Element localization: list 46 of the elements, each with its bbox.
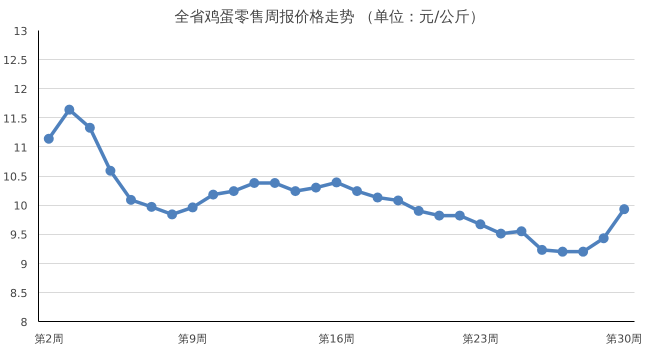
point bbox=[126, 194, 136, 205]
x-tick-label: 第30周 bbox=[606, 332, 642, 346]
point bbox=[454, 210, 465, 221]
y-tick-label: 8.5 bbox=[10, 286, 28, 300]
point bbox=[496, 228, 506, 239]
point bbox=[249, 178, 260, 188]
point bbox=[619, 204, 630, 214]
point bbox=[352, 186, 362, 196]
point bbox=[372, 192, 383, 203]
point bbox=[105, 166, 116, 176]
point bbox=[84, 122, 95, 133]
point bbox=[188, 202, 198, 212]
y-tick-label: 10.5 bbox=[3, 170, 28, 184]
point bbox=[393, 195, 404, 206]
y-tick-label: 12 bbox=[14, 83, 28, 96]
point bbox=[270, 178, 280, 188]
point bbox=[537, 244, 548, 255]
point bbox=[146, 202, 157, 212]
point bbox=[228, 186, 239, 196]
point bbox=[434, 210, 444, 221]
chart-title: 全省鸡蛋零售周报价格走势 （单位：元/公斤） bbox=[174, 8, 484, 26]
point bbox=[310, 182, 321, 193]
x-tick-label: 第2周 bbox=[34, 332, 64, 346]
point bbox=[332, 177, 342, 188]
y-tick-label: 11 bbox=[14, 141, 28, 154]
y-tick-label: 9.5 bbox=[10, 228, 28, 242]
x-tick-label: 第16周 bbox=[318, 332, 354, 346]
point bbox=[414, 206, 424, 216]
y-tick-label: 10 bbox=[14, 200, 28, 213]
x-tick-label: 第9周 bbox=[178, 332, 208, 346]
point bbox=[208, 190, 218, 200]
point bbox=[475, 219, 486, 230]
y-tick-label: 12.5 bbox=[3, 54, 28, 68]
point bbox=[558, 246, 568, 257]
point bbox=[578, 246, 588, 257]
y-tick-label: 8 bbox=[20, 316, 28, 329]
y-tick-label: 9 bbox=[20, 258, 28, 271]
point bbox=[167, 209, 178, 220]
y-tick-label: 11.5 bbox=[3, 112, 28, 126]
point bbox=[44, 134, 54, 144]
point bbox=[64, 104, 74, 115]
y-tick-label: 13 bbox=[14, 25, 28, 38]
point bbox=[290, 186, 300, 196]
point bbox=[516, 226, 526, 236]
point bbox=[598, 233, 609, 244]
x-tick-label: 第23周 bbox=[462, 332, 498, 346]
